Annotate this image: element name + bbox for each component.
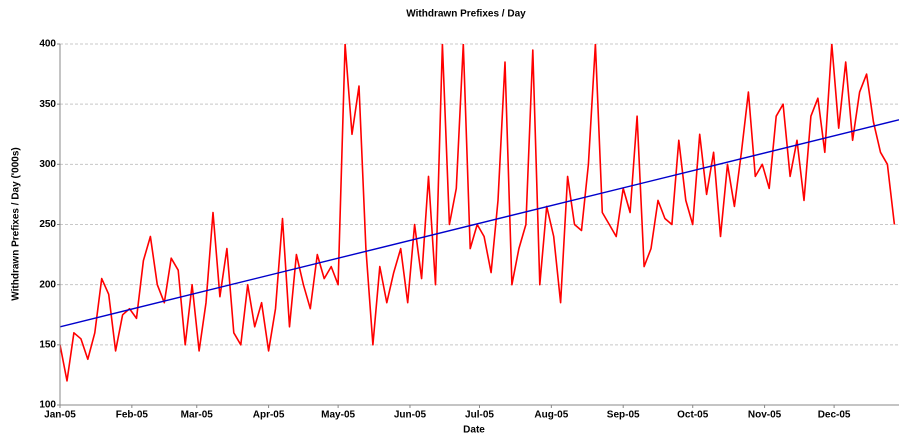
x-tick-label: Jun-05 [394,410,427,421]
x-tick-label: Jul-05 [465,410,494,421]
y-axis-label: Withdrawn Prefixes / Day ('000s) [11,147,22,300]
y-tick-label: 400 [39,39,56,50]
y-tick-label: 100 [39,400,56,411]
y-tick-label: 250 [39,219,56,230]
x-tick-label: Nov-05 [748,410,782,421]
chart-title: Withdrawn Prefixes / Day [406,9,526,20]
x-tick-label: May-05 [321,410,355,421]
x-tick-label: Apr-05 [253,410,285,421]
grid [60,43,899,406]
x-tick-label: Dec-05 [818,410,851,421]
x-tick-label: Sep-05 [607,410,640,421]
y-tick-label: 200 [39,279,56,290]
series-line [60,119,899,328]
x-tick-label: Jan-05 [44,410,76,421]
x-axis-label: Date [463,425,485,436]
x-tick-label: Mar-05 [181,410,214,421]
x-tick-label: Aug-05 [534,410,568,421]
y-tick-label: 350 [39,99,56,110]
y-tick-label: 150 [39,339,56,350]
y-tick-label: 300 [39,159,56,170]
plot-area [60,44,899,382]
x-tick-label: Oct-05 [677,410,709,421]
series-line [60,44,896,382]
x-tick-label: Feb-05 [116,410,149,421]
